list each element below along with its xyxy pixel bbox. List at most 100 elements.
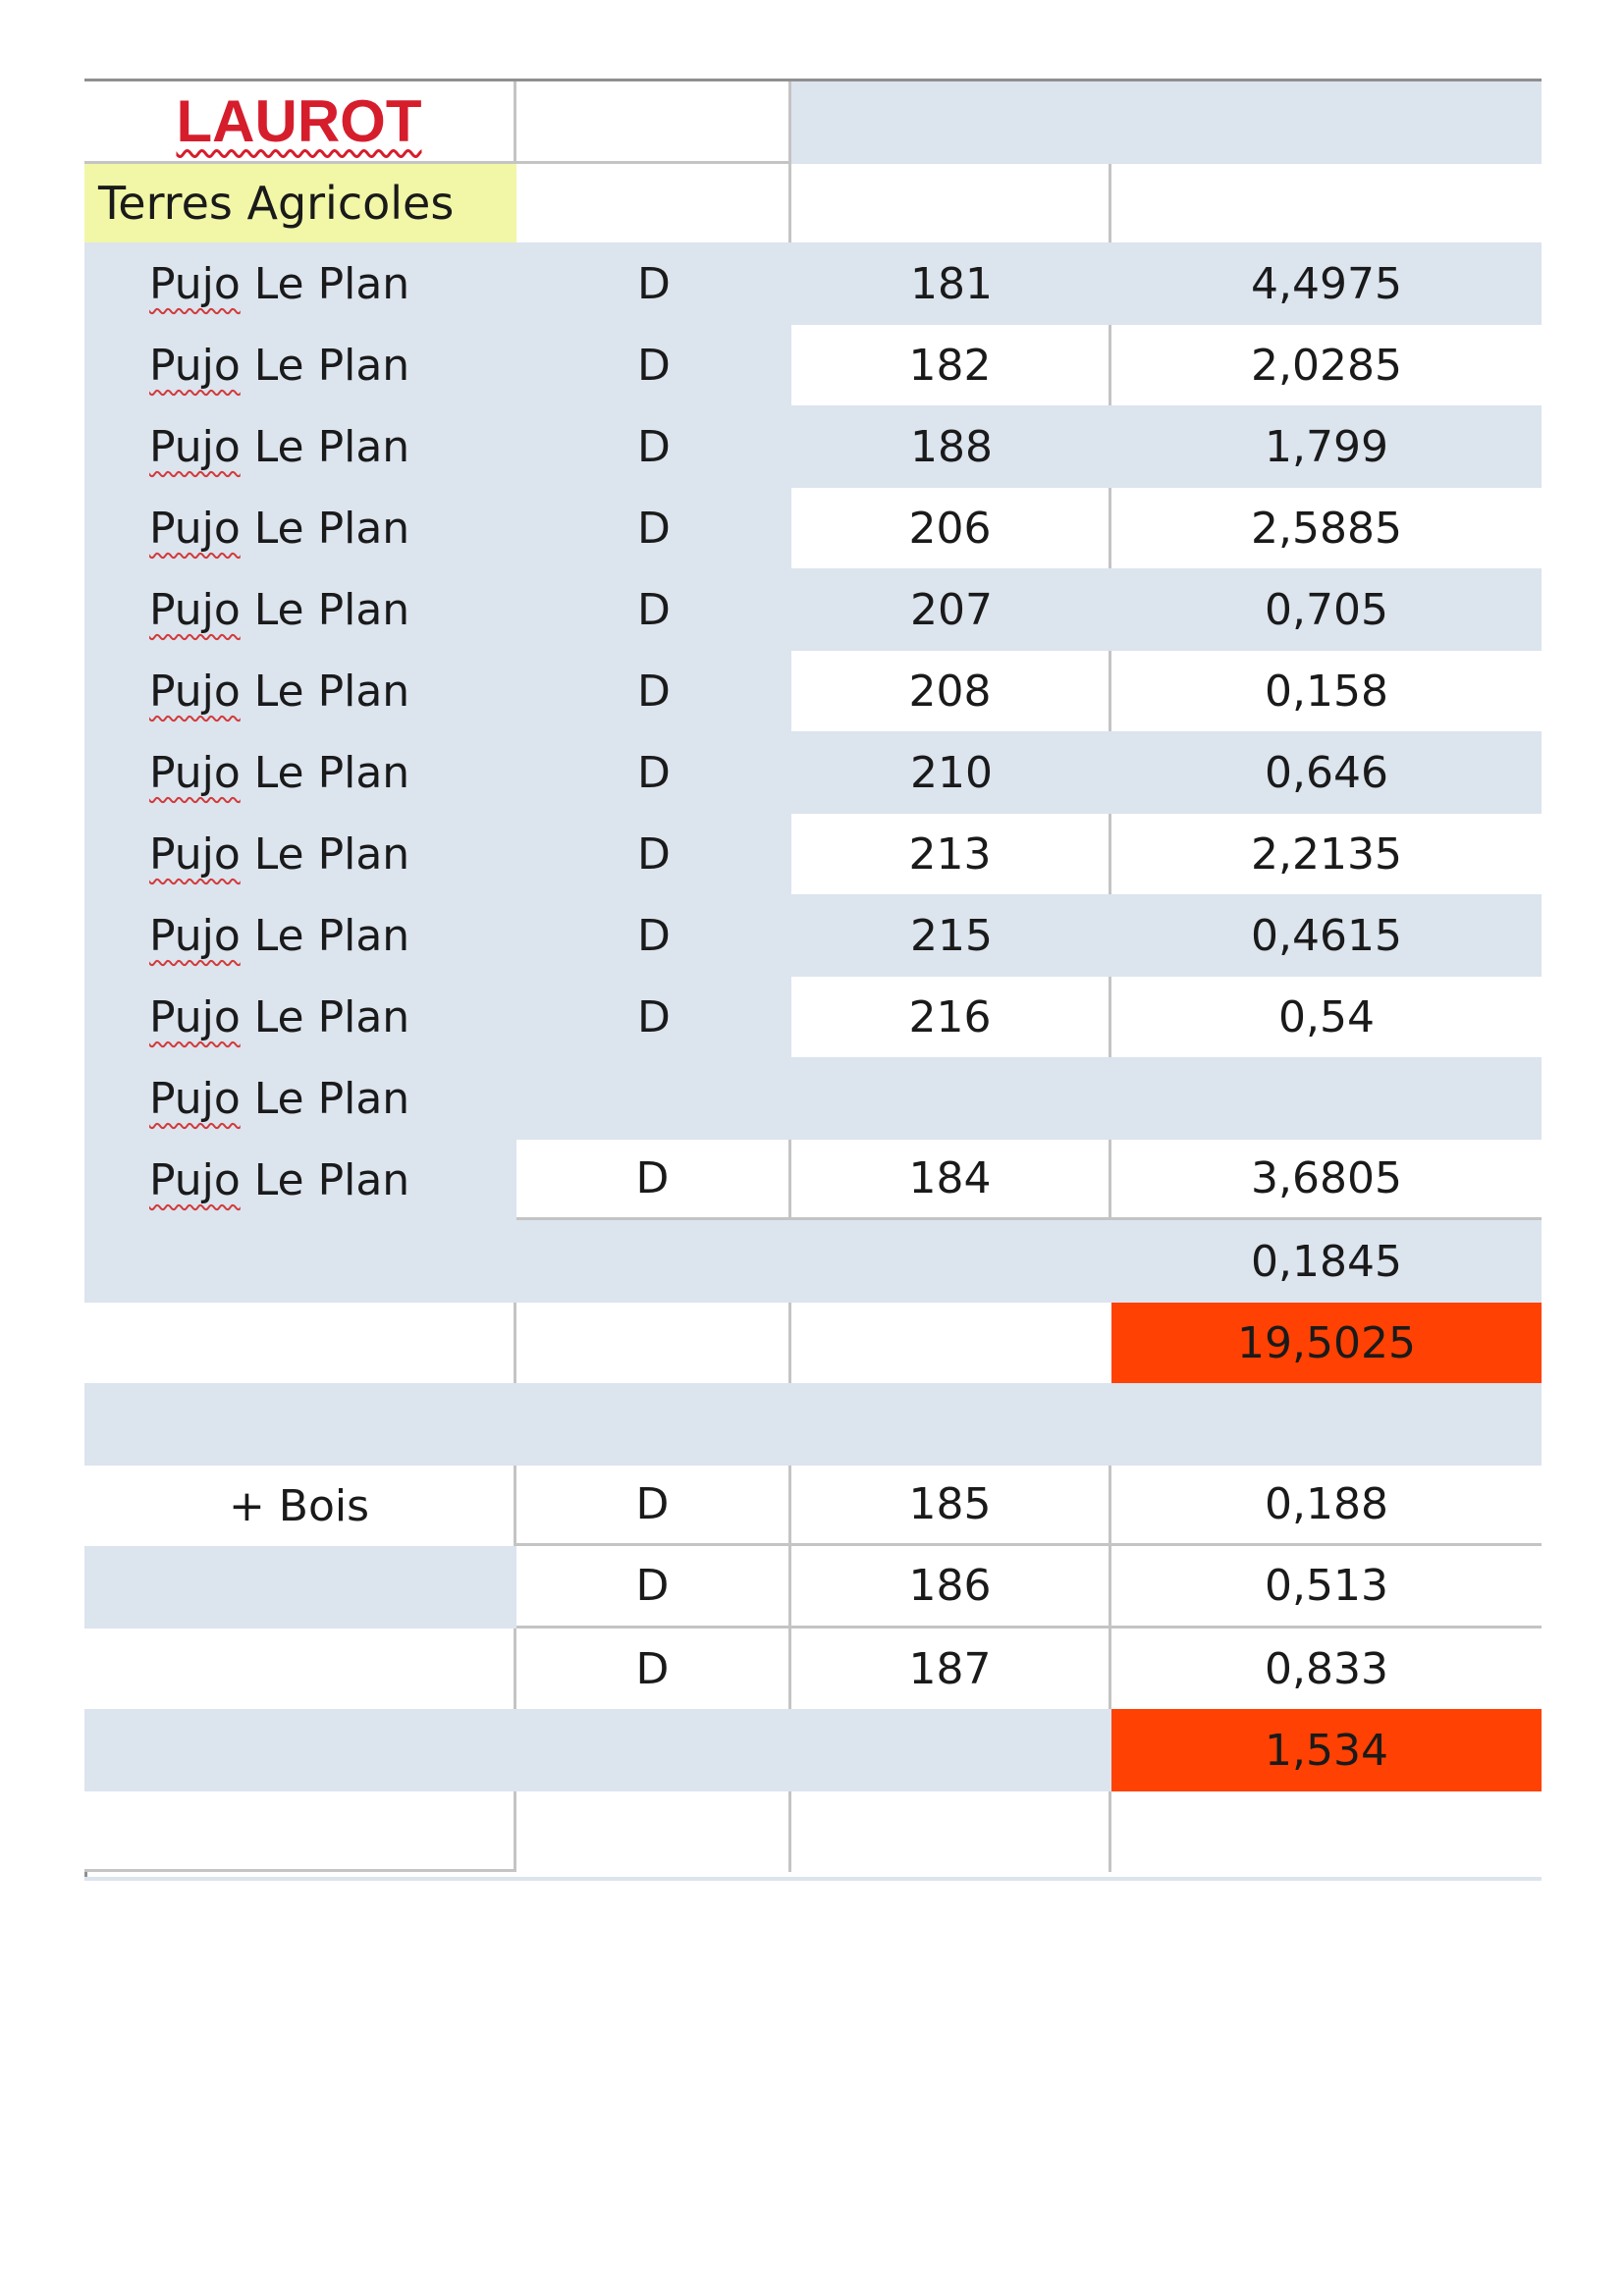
numero-cell[interactable]: 207 <box>791 568 1111 651</box>
section-label[interactable]: Terres Agricoles <box>84 164 516 242</box>
numero-cell[interactable]: 181 <box>791 242 1111 325</box>
surface-cell[interactable]: 1,799 <box>1111 405 1542 488</box>
lieu-cell[interactable]: Pujo Le Plan <box>84 568 516 651</box>
section-cell[interactable]: D <box>516 651 791 731</box>
table-row: Pujo Le Plan <box>84 1057 1542 1140</box>
empty-cell[interactable] <box>1111 164 1542 242</box>
numero-cell[interactable]: 185 <box>791 1466 1111 1546</box>
lieu-cell[interactable]: Pujo Le Plan <box>84 1057 516 1140</box>
empty-cell[interactable] <box>791 1303 1111 1383</box>
lieu-cell[interactable]: Pujo Le Plan <box>84 894 516 977</box>
surface-cell[interactable] <box>1111 1057 1542 1140</box>
lieu-text: Pujo Le Plan <box>149 991 410 1042</box>
numero-cell[interactable] <box>791 1220 1111 1303</box>
lieu-cell[interactable]: Pujo Le Plan <box>84 731 516 814</box>
bois-row: + Bois D 185 0,188 <box>84 1466 1542 1546</box>
section-cell[interactable]: D <box>516 488 791 568</box>
bois-total-cell[interactable]: 1,534 <box>1111 1709 1542 1791</box>
numero-cell[interactable]: 206 <box>791 488 1111 568</box>
empty-cell[interactable] <box>516 81 791 164</box>
surface-cell[interactable]: 0,4615 <box>1111 894 1542 977</box>
surface-cell[interactable]: 0,646 <box>1111 731 1542 814</box>
empty-cell[interactable] <box>791 1791 1111 1872</box>
bois-row: D 186 0,513 <box>84 1546 1542 1629</box>
numero-cell[interactable]: 188 <box>791 405 1111 488</box>
table-row: Pujo Le Plan D 184 3,6805 <box>84 1140 1542 1220</box>
surface-cell[interactable]: 4,4975 <box>1111 242 1542 325</box>
numero-cell[interactable] <box>791 1057 1111 1140</box>
table-row: Pujo Le Plan D 206 2,5885 <box>84 488 1542 568</box>
lieu-cell[interactable] <box>84 1220 516 1303</box>
empty-cell[interactable] <box>516 1303 791 1383</box>
section-cell[interactable]: D <box>516 568 791 651</box>
lieu-cell[interactable]: Pujo Le Plan <box>84 405 516 488</box>
section-cell[interactable] <box>516 1057 791 1140</box>
lieu-cell[interactable]: Pujo Le Plan <box>84 242 516 325</box>
lieu-text: Pujo Le Plan <box>149 340 410 391</box>
numero-cell[interactable]: 213 <box>791 814 1111 894</box>
lieu-cell[interactable]: Pujo Le Plan <box>84 977 516 1057</box>
section-cell[interactable] <box>516 1220 791 1303</box>
lieu-cell[interactable]: Pujo Le Plan <box>84 488 516 568</box>
section-cell[interactable]: D <box>516 1140 791 1220</box>
lieu-text: Pujo Le Plan <box>149 910 410 961</box>
numero-cell[interactable]: 208 <box>791 651 1111 731</box>
section-cell[interactable]: D <box>516 731 791 814</box>
terres-total-cell[interactable]: 19,5025 <box>1111 1303 1542 1383</box>
section-cell[interactable]: D <box>516 1546 791 1629</box>
section-cell[interactable]: D <box>516 894 791 977</box>
surface-cell[interactable]: 0,54 <box>1111 977 1542 1057</box>
lieu-text: Pujo Le Plan <box>149 421 410 472</box>
lieu-cell[interactable]: Pujo Le Plan <box>84 814 516 894</box>
empty-cell[interactable] <box>791 81 1542 164</box>
surface-cell[interactable]: 0,513 <box>1111 1546 1542 1629</box>
lieu-cell[interactable]: Pujo Le Plan <box>84 651 516 731</box>
empty-cell[interactable] <box>516 1791 791 1872</box>
empty-cell[interactable] <box>84 1629 516 1709</box>
lieu-cell[interactable]: Pujo Le Plan <box>84 1140 516 1220</box>
numero-cell[interactable]: 182 <box>791 325 1111 405</box>
surface-cell[interactable]: 0,158 <box>1111 651 1542 731</box>
surface-cell[interactable]: 0,833 <box>1111 1629 1542 1709</box>
table-row: Pujo Le Plan D 215 0,4615 <box>84 894 1542 977</box>
section-cell[interactable]: D <box>516 325 791 405</box>
empty-cell[interactable] <box>1111 1791 1542 1872</box>
lieu-text: Pujo Le Plan <box>149 1073 410 1124</box>
empty-cell[interactable] <box>84 1383 1542 1466</box>
table-row: 0,1845 <box>84 1220 1542 1303</box>
lieu-text: Pujo Le Plan <box>149 1154 410 1205</box>
spacer-row <box>84 1383 1542 1466</box>
title-cell[interactable]: LAUROT <box>84 81 516 164</box>
total-row: 1,534 <box>84 1709 1542 1791</box>
section-cell[interactable]: D <box>516 242 791 325</box>
surface-cell[interactable]: 0,1845 <box>1111 1220 1542 1303</box>
bois-label[interactable]: + Bois <box>84 1466 516 1546</box>
numero-cell[interactable]: 184 <box>791 1140 1111 1220</box>
section-cell[interactable]: D <box>516 977 791 1057</box>
numero-cell[interactable]: 216 <box>791 977 1111 1057</box>
surface-cell[interactable]: 2,2135 <box>1111 814 1542 894</box>
section-cell[interactable]: D <box>516 405 791 488</box>
table-row: Pujo Le Plan D 210 0,646 <box>84 731 1542 814</box>
numero-cell[interactable]: 210 <box>791 731 1111 814</box>
section-cell[interactable]: D <box>516 814 791 894</box>
section-cell[interactable]: D <box>516 1466 791 1546</box>
surface-cell[interactable]: 2,0285 <box>1111 325 1542 405</box>
numero-cell[interactable]: 186 <box>791 1546 1111 1629</box>
empty-cell[interactable] <box>84 1709 1111 1791</box>
empty-cell[interactable] <box>84 1546 516 1629</box>
numero-cell[interactable]: 215 <box>791 894 1111 977</box>
surface-cell[interactable]: 3,6805 <box>1111 1140 1542 1220</box>
section-cell[interactable]: D <box>516 1629 791 1709</box>
empty-cell[interactable] <box>84 1791 516 1872</box>
surface-cell[interactable]: 2,5885 <box>1111 488 1542 568</box>
surface-cell[interactable]: 0,705 <box>1111 568 1542 651</box>
surface-cell[interactable]: 0,188 <box>1111 1466 1542 1546</box>
lieu-text: Pujo Le Plan <box>149 666 410 717</box>
numero-cell[interactable]: 187 <box>791 1629 1111 1709</box>
empty-cell[interactable] <box>791 164 1111 242</box>
table-row: Pujo Le Plan D 213 2,2135 <box>84 814 1542 894</box>
empty-cell[interactable] <box>516 164 791 242</box>
empty-cell[interactable] <box>84 1303 516 1383</box>
lieu-cell[interactable]: Pujo Le Plan <box>84 325 516 405</box>
